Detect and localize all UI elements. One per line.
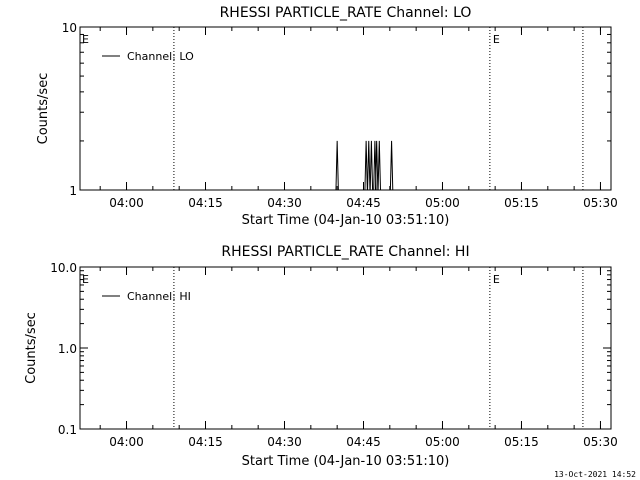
panel-2-x-tick-label: 04:15: [188, 435, 223, 449]
panel-1-data-spike: [374, 140, 379, 191]
panel-2-x-axis-label: Start Time (04-Jan-10 03:51:10): [242, 454, 450, 469]
panel-1-data-spike: [369, 140, 374, 191]
panel-2-x-tick-label: 04:00: [109, 435, 144, 449]
panel-1-x-tick-label: 05:15: [504, 196, 539, 210]
panel-2-y-tick-label: 0.1: [58, 423, 77, 437]
panel-1-event-marker-label: E: [493, 33, 500, 46]
panel-1-left-edge-label: E: [82, 33, 89, 46]
panel-2-x-tick-label: 04:30: [267, 435, 302, 449]
panel-1-data-spike: [389, 140, 394, 191]
panel-1-y-tick-label: 1: [69, 184, 77, 198]
panel-2-left-edge-label: E: [82, 273, 89, 286]
panel-1-y-tick-label: 10: [62, 21, 77, 35]
panel-1-plot-frame: [79, 26, 612, 191]
panel-1-data-spike: [367, 140, 371, 191]
panel-1-x-tick-label: 04:30: [267, 196, 302, 210]
panel-1-x-tick-label: 04:00: [109, 196, 144, 210]
panel-1-x-tick-label: 05:30: [583, 196, 618, 210]
panel-2-x-tick-label: 04:45: [346, 435, 381, 449]
panel-1-data-spike: [377, 140, 381, 191]
panel-1-data-spike: [335, 140, 339, 191]
panel-2-event-marker-label: E: [493, 273, 500, 286]
panel-2-legend-label: Channel: HI: [127, 290, 191, 303]
panel-2-x-tick-label: 05:30: [583, 435, 618, 449]
panel-1-legend-label: Channel: LO: [127, 50, 194, 63]
panel-1-x-tick-label: 04:15: [188, 196, 223, 210]
panel-1-x-axis-label: Start Time (04-Jan-10 03:51:10): [242, 213, 450, 228]
panel-2-chart-title: RHESSI PARTICLE_RATE Channel: HI: [221, 244, 469, 260]
panel-2-y-axis-label: Counts/sec: [24, 312, 39, 384]
panel-1-y-axis-label: Counts/sec: [36, 73, 51, 145]
panel-1-chart-title: RHESSI PARTICLE_RATE Channel: LO: [220, 5, 472, 21]
panel-1-x-tick-label: 05:00: [425, 196, 460, 210]
panel-1-x-tick-label: 04:45: [346, 196, 381, 210]
panel-2-y-tick-label: 10.0: [50, 261, 77, 275]
footer-timestamp: 13-Oct-2021 14:52: [554, 470, 636, 479]
panel-2-y-tick-label: 1.0: [58, 342, 77, 356]
panel-2-x-tick-label: 05:00: [425, 435, 460, 449]
panel-1-data-spike: [364, 140, 368, 191]
panel-2-x-tick-label: 05:15: [504, 435, 539, 449]
